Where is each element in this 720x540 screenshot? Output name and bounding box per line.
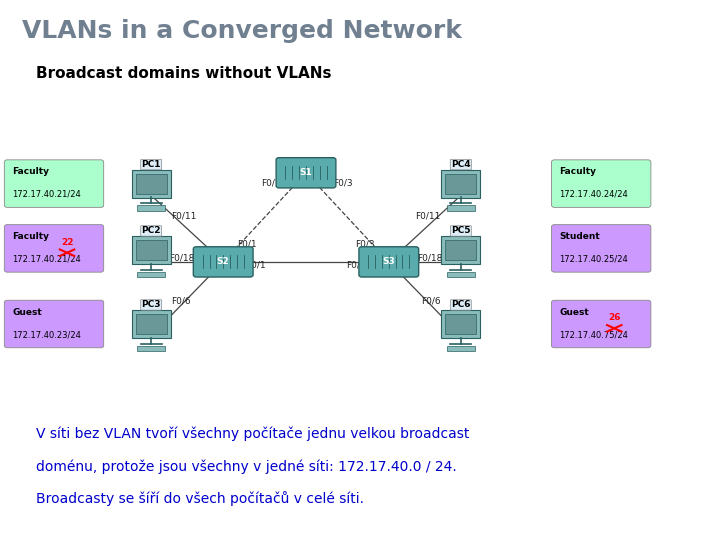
Text: 172.17.40.21/24: 172.17.40.21/24 <box>12 190 81 199</box>
Text: doménu, protože jsou všechny v jedné síti: 172.17.40.0 / 24.: doménu, protože jsou všechny v jedné sít… <box>36 459 456 474</box>
FancyBboxPatch shape <box>552 160 651 207</box>
Text: F0/18: F0/18 <box>169 253 194 262</box>
Text: F0/1: F0/1 <box>246 260 266 269</box>
Text: S3: S3 <box>382 258 395 266</box>
FancyBboxPatch shape <box>138 272 165 277</box>
FancyBboxPatch shape <box>446 173 476 194</box>
Text: F0/6: F0/6 <box>421 297 441 306</box>
FancyBboxPatch shape <box>441 310 480 339</box>
FancyBboxPatch shape <box>276 158 336 188</box>
Text: 172.17.40.75/24: 172.17.40.75/24 <box>559 330 629 339</box>
FancyBboxPatch shape <box>447 272 474 277</box>
FancyBboxPatch shape <box>447 346 474 351</box>
Text: Faculty: Faculty <box>559 167 596 177</box>
FancyBboxPatch shape <box>138 205 165 211</box>
FancyBboxPatch shape <box>132 310 171 339</box>
Text: F0/1: F0/1 <box>238 240 257 248</box>
Text: F0/3: F0/3 <box>355 240 374 248</box>
FancyBboxPatch shape <box>4 300 104 348</box>
Text: 26: 26 <box>608 313 621 322</box>
Text: Broadcasty se šíří do všech počítačů v celé síti.: Broadcasty se šíří do všech počítačů v c… <box>36 491 364 507</box>
FancyBboxPatch shape <box>552 300 651 348</box>
Text: F0/18: F0/18 <box>418 253 443 262</box>
FancyBboxPatch shape <box>138 346 165 351</box>
FancyBboxPatch shape <box>193 247 253 277</box>
FancyBboxPatch shape <box>441 236 480 265</box>
Text: VLANs in a Converged Network: VLANs in a Converged Network <box>22 19 462 43</box>
Text: 22: 22 <box>61 238 74 247</box>
Text: PC5: PC5 <box>451 226 471 235</box>
FancyBboxPatch shape <box>552 225 651 272</box>
Text: 172.17.40.21/24: 172.17.40.21/24 <box>12 254 81 264</box>
Text: PC2: PC2 <box>141 226 161 235</box>
FancyBboxPatch shape <box>132 170 171 198</box>
Text: F0/3: F0/3 <box>333 178 352 187</box>
Text: S2: S2 <box>217 258 230 266</box>
FancyBboxPatch shape <box>4 160 104 207</box>
Text: PC6: PC6 <box>451 300 471 309</box>
FancyBboxPatch shape <box>136 240 166 260</box>
Text: Broadcast domains without VLANs: Broadcast domains without VLANs <box>36 66 331 81</box>
Text: F0/1: F0/1 <box>261 178 281 187</box>
Text: 172.17.40.24/24: 172.17.40.24/24 <box>559 190 628 199</box>
FancyBboxPatch shape <box>446 314 476 334</box>
Text: S1: S1 <box>300 168 312 177</box>
Text: PC4: PC4 <box>451 160 471 169</box>
Text: 172.17.40.25/24: 172.17.40.25/24 <box>559 254 628 264</box>
FancyBboxPatch shape <box>132 236 171 265</box>
Text: PC3: PC3 <box>141 300 161 309</box>
FancyBboxPatch shape <box>447 205 474 211</box>
Text: PC1: PC1 <box>141 160 161 169</box>
Text: Faculty: Faculty <box>12 167 49 177</box>
FancyBboxPatch shape <box>446 240 476 260</box>
Text: F0/6: F0/6 <box>171 297 191 306</box>
FancyBboxPatch shape <box>4 225 104 272</box>
FancyBboxPatch shape <box>136 173 166 194</box>
Text: 172.17.40.23/24: 172.17.40.23/24 <box>12 330 81 339</box>
Text: F0/3: F0/3 <box>346 260 366 269</box>
Text: F0/11: F0/11 <box>171 212 197 220</box>
Text: Student: Student <box>559 232 600 241</box>
Text: Faculty: Faculty <box>12 232 49 241</box>
Text: Guest: Guest <box>12 308 42 317</box>
FancyBboxPatch shape <box>136 314 166 334</box>
Text: F0/11: F0/11 <box>415 212 441 220</box>
Text: V síti bez VLAN tvoří všechny počítače jednu velkou broadcast: V síti bez VLAN tvoří všechny počítače j… <box>36 427 469 441</box>
FancyBboxPatch shape <box>441 170 480 198</box>
Text: Guest: Guest <box>559 308 589 317</box>
FancyBboxPatch shape <box>359 247 419 277</box>
